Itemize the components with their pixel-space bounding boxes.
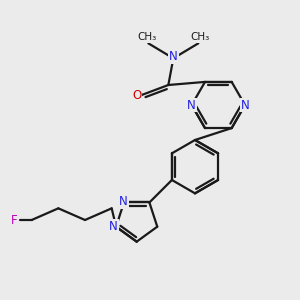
Text: F: F	[11, 214, 17, 226]
Text: N: N	[241, 98, 249, 112]
Text: O: O	[132, 88, 141, 101]
Text: N: N	[109, 220, 118, 233]
Text: N: N	[187, 98, 196, 112]
Text: CH₃: CH₃	[137, 32, 156, 42]
Text: N: N	[119, 195, 128, 208]
Text: N: N	[169, 50, 178, 63]
Text: CH₃: CH₃	[190, 32, 210, 42]
